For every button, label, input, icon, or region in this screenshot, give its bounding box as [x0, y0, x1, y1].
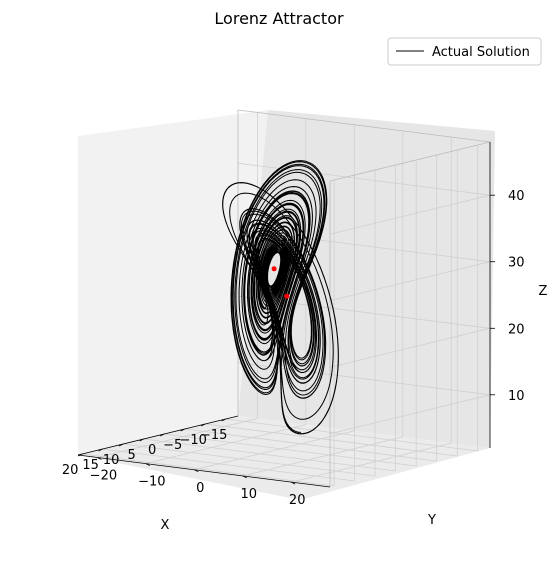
grid-line [97, 418, 258, 458]
grid-line [205, 423, 458, 457]
legend-entry-actual-solution: Actual Solution [432, 45, 530, 60]
x-tick-mark [201, 423, 206, 427]
box-edge [237, 109, 491, 143]
x-tick-mark [118, 443, 124, 447]
grid-line [242, 436, 403, 477]
fixed-point-marker [271, 266, 277, 272]
grid-line [329, 261, 491, 302]
grid-line [143, 438, 396, 472]
x-tick-label: 10 [103, 453, 120, 468]
x-tick-label: 20 [62, 463, 79, 478]
z-tick-label: 30 [508, 256, 525, 271]
y-tick-label: −10 [138, 475, 165, 490]
x-tick-label: 0 [148, 443, 156, 458]
y-tick-label: 20 [289, 493, 306, 508]
box-edge [329, 141, 491, 182]
x-tick-mark [221, 418, 226, 422]
x-tick-mark [98, 448, 103, 452]
z-tick-label: 20 [508, 322, 525, 337]
grid-line [329, 194, 491, 235]
x-tick-label: 15 [82, 458, 99, 473]
z-tick-label: 10 [508, 389, 525, 404]
grid-line [184, 428, 437, 462]
grid-line [225, 418, 478, 452]
grid-line [329, 394, 491, 435]
grid-line [164, 433, 417, 467]
grid-line [194, 430, 355, 471]
y-axis-line [77, 454, 331, 488]
y-tick-mark [145, 463, 150, 466]
series-line-actual-solution [222, 160, 339, 435]
y-tick-label: 10 [241, 487, 258, 502]
chart-title: Lorenz Attractor [214, 9, 344, 28]
y-tick-mark [291, 481, 296, 485]
grid-line [145, 424, 306, 464]
grid-line [82, 453, 335, 487]
y-tick-label: 0 [196, 481, 204, 496]
z-axis-label: Z [539, 284, 548, 299]
grid-line [102, 448, 355, 482]
fixed-points [271, 266, 290, 299]
x-axis-line [77, 415, 239, 456]
grid-lines [82, 109, 491, 487]
x-tick-mark [180, 428, 185, 432]
grid-line [291, 442, 452, 483]
grid-line [329, 327, 491, 368]
legend: Actual Solution [387, 37, 542, 66]
z-tick-label: 40 [508, 189, 525, 204]
pane-x [78, 110, 268, 455]
x-tick-label: 5 [127, 448, 135, 463]
x-axis-label: X [161, 518, 170, 533]
y-tick-mark [242, 475, 247, 479]
fixed-point-marker [284, 293, 290, 299]
grid-line [123, 443, 376, 477]
y-tick-label: −20 [90, 469, 117, 484]
x-tick-label: −5 [163, 438, 182, 453]
x-tick-label: −15 [200, 428, 227, 443]
x-tick-mark [160, 433, 165, 437]
y-tick-mark [194, 469, 199, 473]
y-tick-mark [97, 457, 102, 460]
x-tick-label: −10 [179, 433, 206, 448]
legend-frame [387, 37, 542, 66]
x-tick-mark [139, 438, 144, 442]
y-axis-label: Y [427, 513, 436, 528]
